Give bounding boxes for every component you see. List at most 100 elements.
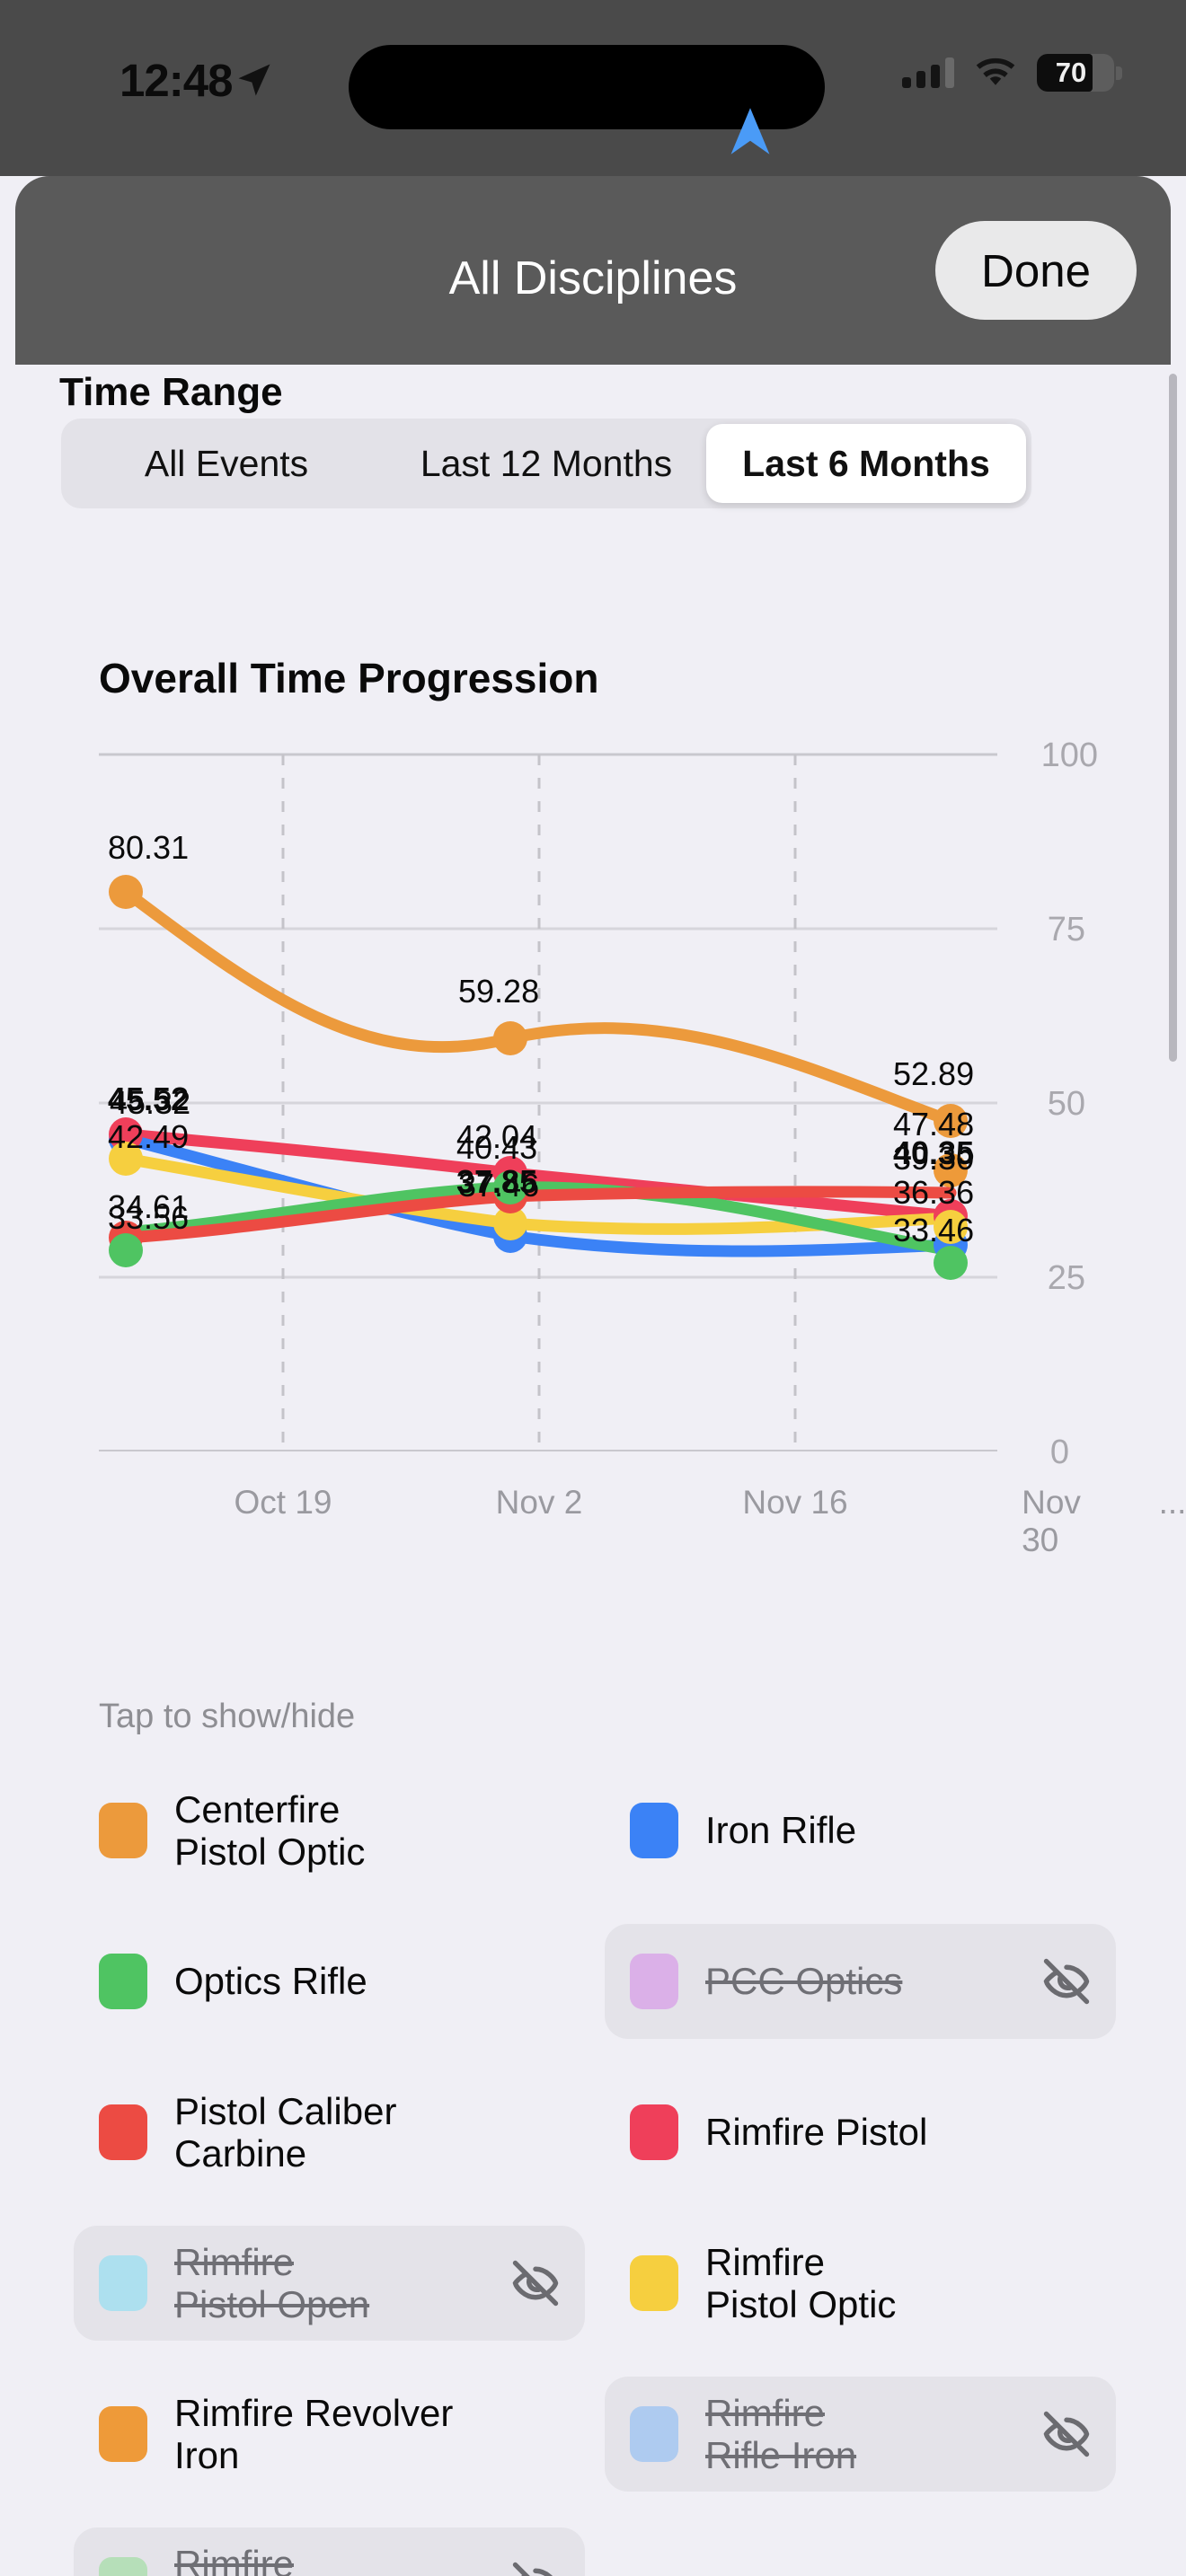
battery-percent: 70 <box>1055 57 1087 88</box>
point-rimfire-pistol-optic-3 <box>934 1210 968 1244</box>
point-centerfire-2 <box>493 1021 527 1055</box>
eye-slash-icon <box>512 2260 559 2307</box>
legend-item-label: Iron Rifle <box>705 1809 857 1852</box>
legend-item-rimfire-pistol-optic[interactable]: Rimfire Pistol Optic <box>605 2226 1116 2341</box>
legend-color-swatch <box>99 2255 147 2311</box>
legend-item-rimfire-pistol[interactable]: Rimfire Pistol <box>605 2075 1116 2190</box>
page-title: All Disciplines <box>448 252 738 304</box>
xtick-nov-2: Nov 2 <box>495 1484 583 1521</box>
legend-grid: Centerfire Pistol Optic Iron Rifle Optics R… <box>74 1773 1116 2576</box>
legend-item-rimfire-revolver-iron[interactable]: Rimfire Revolver Iron <box>74 2377 585 2492</box>
legend-item-pcc-optics[interactable]: PCC Optics <box>605 1924 1116 2039</box>
legend-item-pistol-caliber-carbine[interactable]: Pistol Caliber Carbine <box>74 2075 585 2190</box>
legend-item-optics-rifle[interactable]: Optics Rifle <box>74 1924 585 2039</box>
time-range-segmented-control[interactable]: All Events Last 12 Months Last 6 Months <box>61 419 1031 508</box>
legend-hint: Tap to show/hide <box>99 1698 356 1735</box>
label-33-46: 33.46 <box>893 1212 974 1248</box>
eye-slash-icon <box>1043 2411 1090 2457</box>
legend-item-iron-rifle[interactable]: Iron Rifle <box>605 1773 1116 1888</box>
point-centerfire-3 <box>934 1104 968 1138</box>
ytick-75: 75 <box>1047 911 1085 948</box>
chart-svg: 80.31 59.28 52.89 47.48 45.52 45.32 42.4… <box>99 753 997 1451</box>
dynamic-island <box>349 45 825 154</box>
label-42-04: 42.04 <box>456 1118 537 1155</box>
legend-item-label: Rimfire Rifle Iron <box>705 2391 857 2476</box>
legend-item-rimfire-pistol-open[interactable]: Rimfire Pistol Open <box>74 2226 585 2341</box>
legend-color-swatch <box>630 2255 678 2311</box>
label-36-36: 36.36 <box>893 1174 974 1211</box>
legend-item-label: PCC Optics <box>705 1960 903 2003</box>
label-37-46: 37.46 <box>458 1167 539 1204</box>
segment-all-events[interactable]: All Events <box>66 424 386 503</box>
time-range-card: Time Range All Events Last 12 Months Las… <box>56 343 1130 550</box>
ytick-25: 25 <box>1047 1259 1085 1297</box>
legend-color-swatch <box>99 2557 147 2576</box>
legend-color-swatch <box>99 2104 147 2160</box>
point-optics-rifle-1 <box>109 1233 143 1267</box>
point-rimfire-pistol-1 <box>109 1117 143 1151</box>
label-52-89: 52.89 <box>893 1055 974 1092</box>
xtick-nov-16: Nov 16 <box>742 1484 848 1521</box>
legend-item-label: Rimfire Pistol Optic <box>705 2240 897 2325</box>
legend-item-rimfire-rifle-iron[interactable]: Rimfire Rifle Iron <box>605 2377 1116 2492</box>
label-40-35: 40.35 <box>893 1134 974 1171</box>
location-arrow-icon <box>238 64 270 96</box>
segment-last-12-months[interactable]: Last 12 Months <box>386 424 706 503</box>
legend-color-swatch <box>99 1803 147 1858</box>
legend-item-label: Rimfire Pistol <box>705 2111 928 2154</box>
battery-icon: 70 <box>1037 54 1122 92</box>
label-42-49: 42.49 <box>108 1118 189 1155</box>
label-59-28: 59.28 <box>458 973 539 1010</box>
legend-color-swatch <box>630 1954 678 2009</box>
legend-color-swatch <box>630 2406 678 2462</box>
legend-color-swatch <box>99 2406 147 2462</box>
time-progression-chart-card: Overall Time Progression <box>56 607 1186 1595</box>
line-chart-plot[interactable]: 80.31 59.28 52.89 47.48 45.52 45.32 42.4… <box>99 733 1186 1558</box>
label-47-48: 47.48 <box>893 1106 974 1142</box>
cellular-bars-icon <box>902 57 954 88</box>
label-39-30: 39.30 <box>893 1140 974 1177</box>
chart-title: Overall Time Progression <box>99 655 599 701</box>
legend-color-swatch <box>99 1954 147 2009</box>
point-optics-rifle-2 <box>493 1170 527 1204</box>
legend-item-label: Pistol Caliber Carbine <box>174 2089 397 2175</box>
label-80-31: 80.31 <box>108 829 189 866</box>
legend-item-label: Rimfire Pistol Open <box>174 2240 370 2325</box>
point-optics-rifle-3 <box>934 1246 968 1280</box>
label-45-32: 45.32 <box>110 1084 190 1121</box>
xtick-oct-19: Oct 19 <box>234 1484 332 1521</box>
eye-slash-icon <box>1043 1958 1090 2005</box>
navigation-arrow-icon <box>730 108 770 154</box>
point-rimfire-pistol-optic-1 <box>109 1142 143 1176</box>
wifi-icon <box>976 57 1015 85</box>
point-rimfire-pistol-optic-2 <box>493 1206 527 1240</box>
label-45-52: 45.52 <box>108 1081 189 1117</box>
legend-color-swatch <box>630 2104 678 2160</box>
sheet-header: All Disciplines Done <box>15 176 1171 365</box>
legend-card: Tap to show/hide Centerfire Pistol Optic I… <box>56 1636 1130 2576</box>
time-range-title: Time Range <box>59 370 283 414</box>
point-rimfire-revolver-iron-3 <box>934 1153 968 1187</box>
point-centerfire-1 <box>109 875 143 909</box>
done-button[interactable]: Done <box>935 221 1137 320</box>
legend-item-label: Centerfire Pistol Optic <box>174 1787 366 1873</box>
status-clock: 12:48 <box>119 55 233 106</box>
label-33-56: 33.56 <box>108 1199 189 1236</box>
segment-last-6-months[interactable]: Last 6 Months <box>706 424 1026 503</box>
legend-item-label: Optics Rifle <box>174 1960 367 2003</box>
status-icons: 70 <box>902 54 1122 92</box>
xtick-ellipsis: ... <box>1158 1484 1186 1521</box>
ytick-100: 100 <box>1040 737 1098 774</box>
legend-color-swatch <box>630 1803 678 1858</box>
legend-item-centerfire-pistol-optic[interactable]: Centerfire Pistol Optic <box>74 1773 585 1888</box>
vertical-scrollbar[interactable] <box>1169 374 1177 1062</box>
ytick-50: 50 <box>1047 1085 1085 1123</box>
label-37-85: 37.85 <box>456 1163 537 1200</box>
eye-slash-icon <box>512 2562 553 2576</box>
xtick-nov-30: Nov 30 <box>1022 1484 1081 1558</box>
label-40-43: 40.43 <box>456 1129 537 1166</box>
